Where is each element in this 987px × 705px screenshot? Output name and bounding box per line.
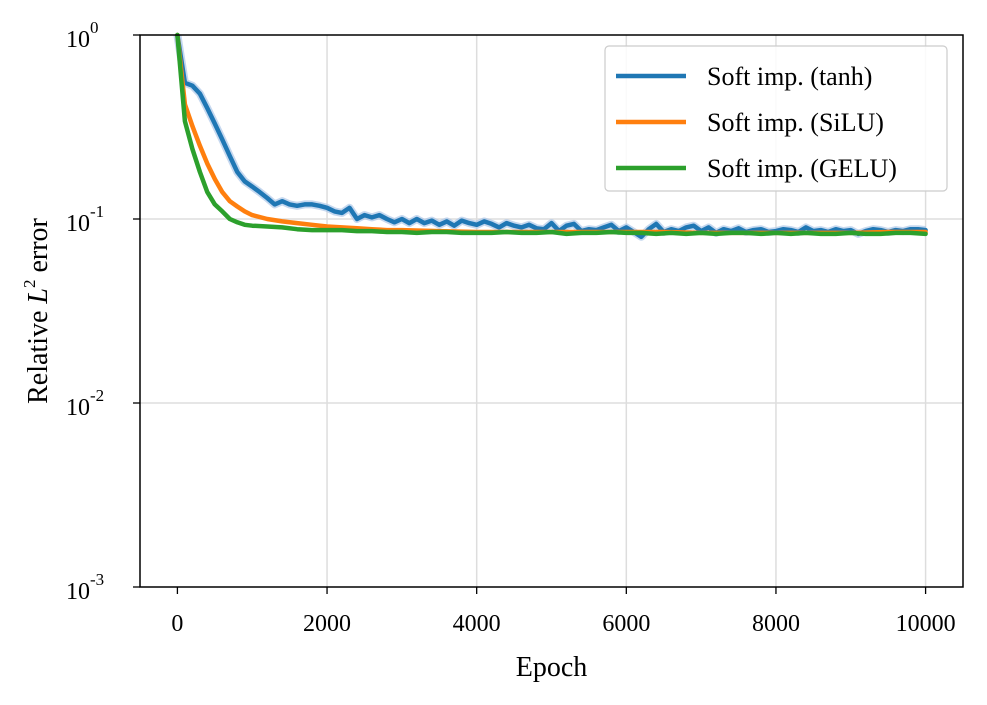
y-tick-exponent: 0 xyxy=(90,18,99,37)
legend-label-2: Soft imp. (GELU) xyxy=(707,154,897,183)
y-tick-label: 100 xyxy=(66,18,99,53)
plot-frame xyxy=(139,34,964,588)
x-tick-label: 8000 xyxy=(752,611,800,637)
legend-label-0: Soft imp. (tanh) xyxy=(707,62,872,91)
series-line-0 xyxy=(175,32,928,240)
y-axis-title: Relative L2 error xyxy=(20,217,54,403)
y-tick-exponent: -2 xyxy=(90,386,104,405)
series-layer xyxy=(173,32,928,241)
y-tick-base: 10 xyxy=(66,211,90,237)
y-tick-label: 10-3 xyxy=(66,570,104,605)
y-tick-exponent: -1 xyxy=(90,202,104,221)
legend: Soft imp. (tanh) Soft imp. (SiLU) Soft imp… xyxy=(604,45,948,192)
y-tick-exponent: -3 xyxy=(90,570,104,589)
x-tick-label: 6000 xyxy=(602,611,650,637)
series-line-2 xyxy=(175,32,928,237)
legend-label-1: Soft imp. (SiLU) xyxy=(707,108,884,137)
legend-box xyxy=(604,45,948,192)
y-tick-base: 10 xyxy=(66,27,90,53)
x-tick-label: 2000 xyxy=(303,611,351,637)
y-tick-label: 10-2 xyxy=(66,386,104,421)
x-tick-label: 4000 xyxy=(453,611,501,637)
x-tick-label: 10000 xyxy=(896,611,956,637)
y-tick-label: 10-1 xyxy=(66,202,104,237)
x-tick-label: 0 xyxy=(171,611,183,637)
x-axis-title: Epoch xyxy=(516,652,588,683)
y-tick-base: 10 xyxy=(66,579,90,605)
y-tick-base: 10 xyxy=(66,395,90,421)
